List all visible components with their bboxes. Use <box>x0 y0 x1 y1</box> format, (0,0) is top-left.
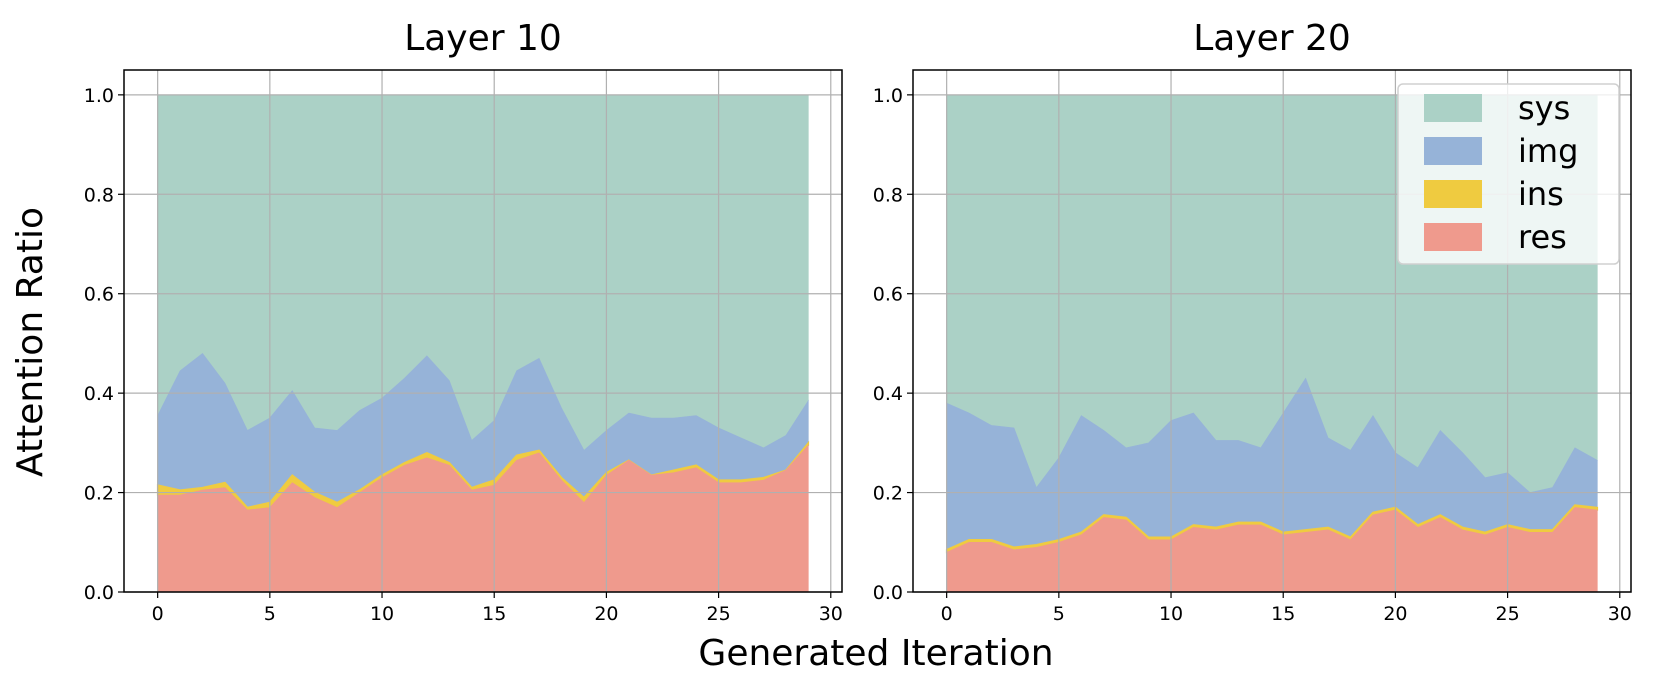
x-tick-label: 5 <box>1053 603 1065 625</box>
panel-title: Layer 20 <box>1193 18 1351 59</box>
legend-label-res: res <box>1518 218 1567 256</box>
y-tick-label: 0.8 <box>873 184 903 206</box>
x-tick-label: 25 <box>1496 603 1520 625</box>
y-tick-label: 0.2 <box>84 483 114 505</box>
plot-frame-panel-2 <box>912 69 1632 593</box>
x-axis-label: Generated Iteration <box>698 633 1053 674</box>
y-tick-label: 0.8 <box>84 184 114 206</box>
legend-box <box>1397 83 1620 265</box>
x-tick-label: 25 <box>707 603 731 625</box>
area-sys-panel-1 <box>157 94 809 451</box>
legend-label-ins: ins <box>1518 175 1564 213</box>
y-tick-label: 0.6 <box>84 284 114 306</box>
x-tick-label: 20 <box>1383 603 1407 625</box>
x-tick-label: 30 <box>819 603 843 625</box>
x-tick-label: 20 <box>594 603 618 625</box>
y-tick-label: 0.6 <box>873 284 903 306</box>
y-tick-label: 0.0 <box>84 582 114 604</box>
legend-label-sys: sys <box>1518 89 1570 127</box>
x-tick-label: 30 <box>1608 603 1632 625</box>
x-tick-label: 15 <box>482 603 506 625</box>
legend-swatch-ins <box>1424 180 1482 208</box>
legend-label-img: img <box>1518 132 1578 170</box>
legend: sys img ins res <box>1397 83 1620 265</box>
x-tick-label: 15 <box>1271 603 1295 625</box>
x-tick-label: 5 <box>264 603 276 625</box>
y-tick-label: 0.2 <box>873 483 903 505</box>
x-tick-label: 0 <box>152 603 164 625</box>
legend-swatch-img <box>1424 137 1482 165</box>
x-tick-label: 0 <box>941 603 953 625</box>
y-tick-label: 1.0 <box>873 85 903 107</box>
y-tick-label: 0.0 <box>873 582 903 604</box>
panel-title: Layer 10 <box>404 18 562 59</box>
legend-swatch-res <box>1424 223 1482 251</box>
y-tick-label: 1.0 <box>84 85 114 107</box>
x-tick-label: 10 <box>1159 603 1183 625</box>
legend-swatch-sys <box>1424 94 1482 122</box>
plot-frame-panel-1 <box>123 69 843 593</box>
y-tick-label: 0.4 <box>873 383 903 405</box>
y-axis-label: Attention Ratio <box>10 207 51 477</box>
x-tick-label: 10 <box>370 603 394 625</box>
y-tick-label: 0.4 <box>84 383 114 405</box>
panel-1: 0 5 10 15 20 25 30 0.0 0.2 0.4 0.6 0.8 1.0 Layer 10 <box>84 18 843 625</box>
